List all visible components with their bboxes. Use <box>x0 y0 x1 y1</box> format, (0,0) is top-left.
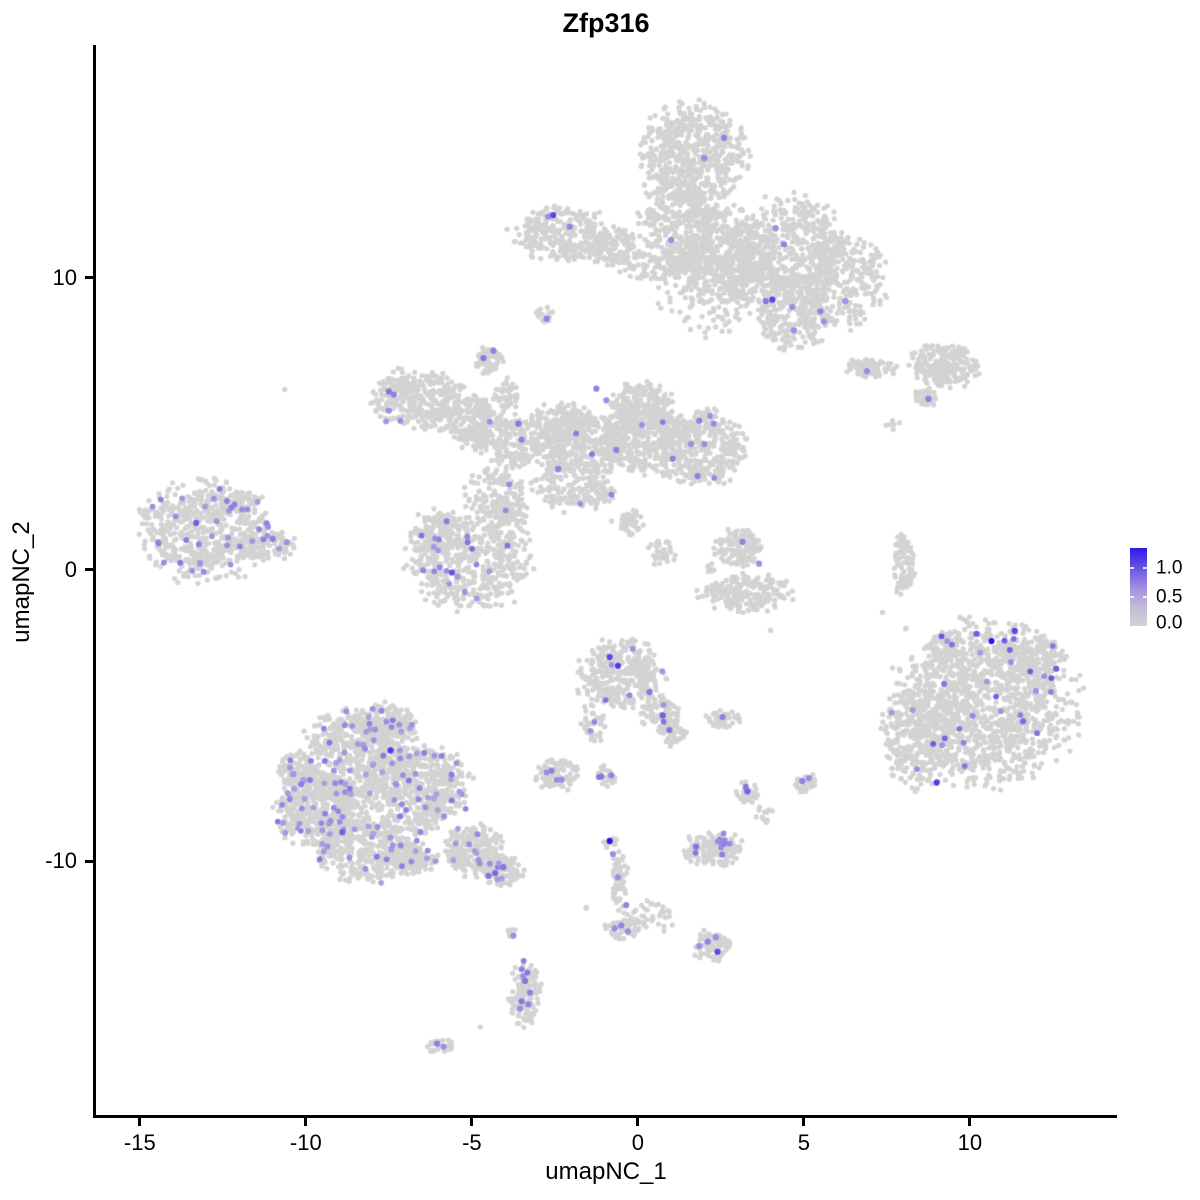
x-tick <box>802 1118 806 1126</box>
x-tick <box>470 1118 474 1126</box>
x-tick <box>304 1118 308 1126</box>
legend-value-label: 1.0 <box>1156 557 1183 579</box>
legend-tick-mark <box>1130 596 1134 598</box>
y-tick-label: 10 <box>52 264 77 290</box>
x-tick-label: -15 <box>123 1130 156 1155</box>
legend-tick-mark <box>1143 596 1147 598</box>
y-axis-line <box>93 45 96 1118</box>
x-tick-label: -10 <box>289 1130 322 1155</box>
y-axis-title: umapNC_2 <box>8 521 35 643</box>
y-tick <box>85 568 93 572</box>
x-tick <box>968 1118 972 1126</box>
legend-value-label: 0.5 <box>1156 586 1183 608</box>
legend-value-label: 0.0 <box>1156 612 1183 634</box>
x-tick-label: 0 <box>631 1130 644 1155</box>
y-tick <box>85 276 93 280</box>
legend-tick-mark <box>1143 567 1147 569</box>
x-tick-label: -5 <box>462 1130 482 1155</box>
x-axis-line <box>93 1115 1117 1118</box>
x-tick <box>138 1118 142 1126</box>
x-tick <box>636 1118 640 1126</box>
x-tick-label: 5 <box>797 1130 810 1155</box>
chart-title: Zfp316 <box>562 8 650 38</box>
legend-tick-mark <box>1130 567 1134 569</box>
colorbar-gradient <box>1130 548 1147 626</box>
x-tick-label: 10 <box>957 1130 983 1155</box>
x-axis-title: umapNC_1 <box>545 1158 667 1185</box>
y-tick-label: 0 <box>64 556 77 582</box>
y-tick-label: -10 <box>45 848 77 874</box>
y-tick <box>85 859 93 863</box>
